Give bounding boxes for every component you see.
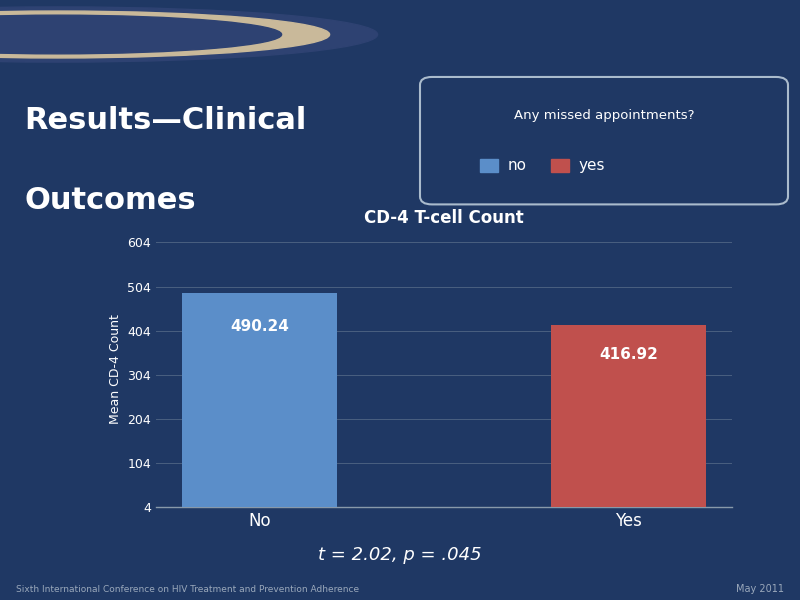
Title: CD-4 T-cell Count: CD-4 T-cell Count: [364, 209, 524, 227]
Text: Any missed appointments?: Any missed appointments?: [514, 109, 694, 122]
Text: Sixth International Conference on HIV Treatment and Prevention Adherence: Sixth International Conference on HIV Tr…: [16, 584, 359, 593]
Circle shape: [0, 7, 378, 62]
Text: Outcomes: Outcomes: [24, 186, 196, 215]
Text: 490.24: 490.24: [230, 319, 289, 334]
Text: School of Nursing: School of Nursing: [568, 25, 776, 44]
Bar: [480, 158, 498, 172]
Bar: [182, 293, 337, 509]
Circle shape: [0, 11, 330, 58]
Bar: [551, 158, 569, 172]
Text: yes: yes: [578, 158, 605, 173]
Text: Results—Clinical: Results—Clinical: [24, 106, 306, 135]
Circle shape: [0, 15, 282, 54]
Text: t = 2.02, p = .045: t = 2.02, p = .045: [318, 546, 482, 564]
FancyBboxPatch shape: [420, 77, 788, 205]
Text: no: no: [507, 158, 526, 173]
Y-axis label: Mean CD-4 Count: Mean CD-4 Count: [109, 314, 122, 424]
Text: 416.92: 416.92: [599, 347, 658, 362]
Bar: [551, 325, 706, 509]
Text: May 2011: May 2011: [736, 584, 784, 593]
Text: University of Pittsburgh: University of Pittsburgh: [108, 25, 372, 44]
